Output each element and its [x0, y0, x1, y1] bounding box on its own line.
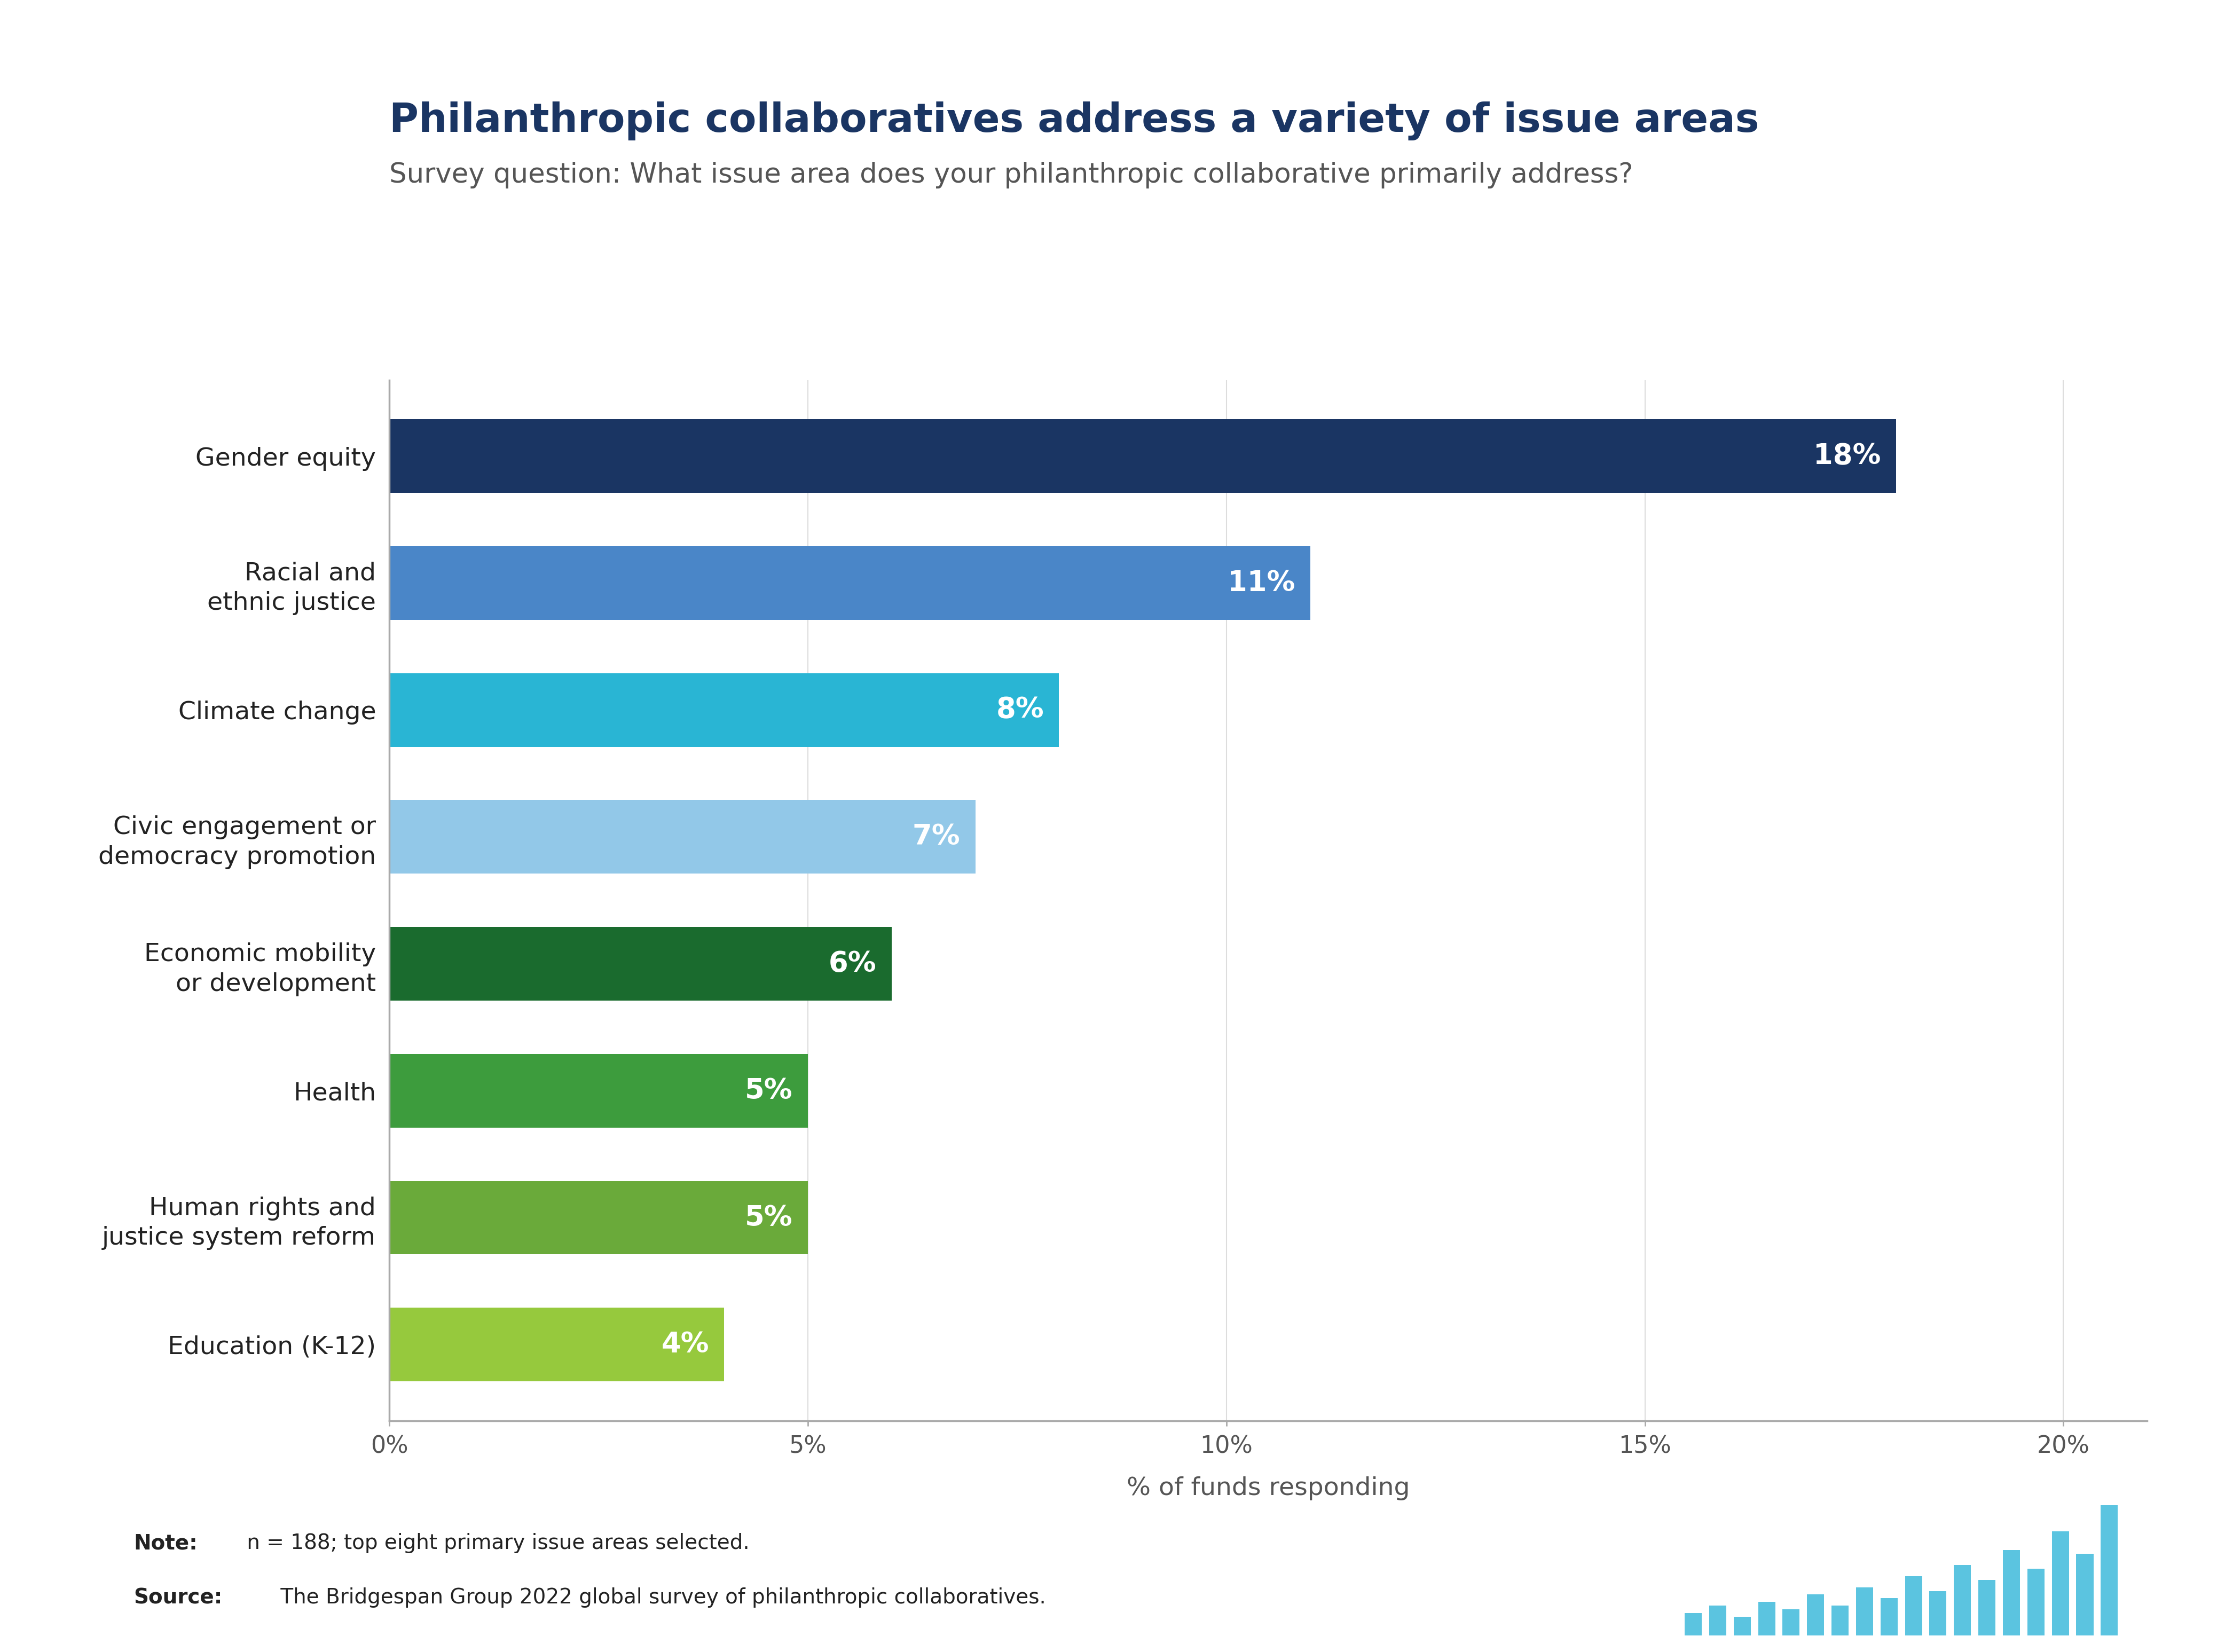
- Bar: [389, 547, 1311, 620]
- Bar: [1709, 1606, 1727, 1635]
- Text: 6%: 6%: [828, 950, 877, 978]
- Text: Source:: Source:: [134, 1588, 223, 1607]
- Bar: [1880, 1599, 1898, 1635]
- Text: Note:: Note:: [134, 1533, 198, 1553]
- Bar: [389, 1181, 808, 1254]
- Text: The Bridgespan Group 2022 global survey of philanthropic collaboratives.: The Bridgespan Group 2022 global survey …: [274, 1588, 1046, 1607]
- Bar: [389, 800, 975, 874]
- Bar: [2100, 1505, 2118, 1635]
- Text: 5%: 5%: [745, 1077, 792, 1105]
- Bar: [389, 927, 892, 1001]
- Bar: [1905, 1576, 1922, 1635]
- Text: 18%: 18%: [1813, 443, 1880, 471]
- Bar: [1929, 1591, 1947, 1635]
- Bar: [2003, 1550, 2020, 1635]
- Text: 8%: 8%: [997, 695, 1044, 724]
- Bar: [389, 672, 1059, 747]
- Bar: [1978, 1579, 1996, 1635]
- Text: 4%: 4%: [661, 1330, 710, 1358]
- Text: 7%: 7%: [912, 823, 961, 851]
- Bar: [2051, 1531, 2069, 1635]
- Bar: [1733, 1617, 1751, 1635]
- Text: n = 188; top eight primary issue areas selected.: n = 188; top eight primary issue areas s…: [240, 1533, 750, 1553]
- Bar: [2076, 1553, 2094, 1635]
- Bar: [2027, 1569, 2045, 1635]
- Bar: [1807, 1594, 1824, 1635]
- Bar: [389, 1054, 808, 1128]
- Bar: [389, 1308, 723, 1381]
- Bar: [1856, 1588, 1873, 1635]
- X-axis label: % of funds responding: % of funds responding: [1126, 1477, 1411, 1500]
- Text: 5%: 5%: [745, 1204, 792, 1231]
- Bar: [1684, 1612, 1702, 1635]
- Text: Philanthropic collaboratives address a variety of issue areas: Philanthropic collaboratives address a v…: [389, 101, 1760, 140]
- Text: 11%: 11%: [1228, 570, 1295, 596]
- Text: Survey question: What issue area does your philanthropic collaborative primarily: Survey question: What issue area does yo…: [389, 162, 1633, 188]
- Bar: [1782, 1609, 1800, 1635]
- Bar: [1831, 1606, 1849, 1635]
- Bar: [1758, 1602, 1776, 1635]
- Bar: [1954, 1564, 1971, 1635]
- Bar: [389, 420, 1896, 492]
